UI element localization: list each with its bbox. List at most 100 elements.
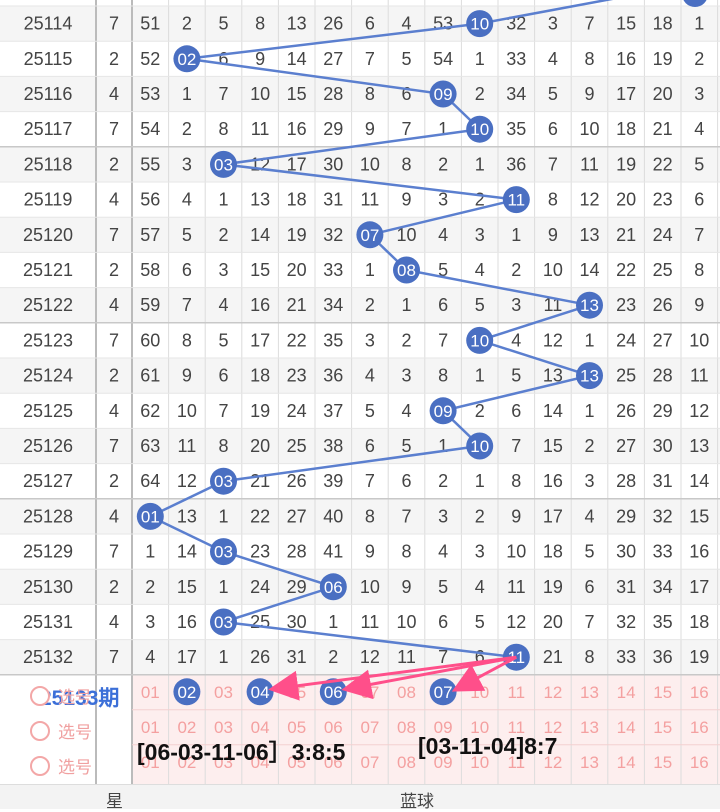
pick-number[interactable]: 04 <box>251 718 270 737</box>
grid-cell: 18 <box>250 366 270 386</box>
pick-number[interactable]: 09 <box>434 753 453 772</box>
pick-number[interactable]: 10 <box>470 753 489 772</box>
grid-cell: 7 <box>584 612 594 632</box>
pick-number[interactable]: 13 <box>580 753 599 772</box>
prediction-ball-label: 04 <box>251 683 270 702</box>
grid-cell: 4 <box>218 295 228 315</box>
grid-cell: 2 <box>145 577 155 597</box>
pick-number[interactable]: 11 <box>507 718 525 737</box>
star-value: 7 <box>109 647 119 667</box>
select-row-1[interactable]: 选号 <box>30 683 92 708</box>
grid-cell: 26 <box>653 295 673 315</box>
grid-cell: 5 <box>365 401 375 421</box>
grid-cell: 33 <box>506 49 526 69</box>
grid-cell: 4 <box>584 506 594 526</box>
grid-cell: 21 <box>543 647 563 667</box>
ball-label: 06 <box>324 578 343 597</box>
grid-cell: 3 <box>475 542 485 562</box>
pick-number[interactable]: 10 <box>470 683 489 702</box>
star-value: 7 <box>109 14 119 34</box>
grid-cell: 7 <box>401 119 411 139</box>
pick-number[interactable]: 15 <box>653 683 672 702</box>
prediction-arrow <box>268 655 517 701</box>
grid-cell: 24 <box>250 577 270 597</box>
grid-cell: 3 <box>475 225 485 245</box>
grid-cell: 8 <box>694 260 704 280</box>
pick-number[interactable]: 06 <box>324 753 343 772</box>
pick-number[interactable]: 03 <box>214 718 233 737</box>
grid-cell: 16 <box>689 542 709 562</box>
pick-number[interactable]: 08 <box>397 718 416 737</box>
grid-cell: 1 <box>401 295 411 315</box>
radio-button[interactable] <box>30 685 50 706</box>
prediction-ball[interactable] <box>173 678 201 706</box>
pick-number[interactable]: 12 <box>543 718 562 737</box>
grid-cell: 5 <box>584 542 594 562</box>
pick-number[interactable]: 13 <box>580 683 599 702</box>
row-background <box>0 428 720 464</box>
pick-number[interactable]: 07 <box>360 753 379 772</box>
radio-button[interactable] <box>30 755 50 776</box>
ball-label: 13 <box>580 296 599 315</box>
star-value: 2 <box>109 154 119 174</box>
grid-cell: 14 <box>250 225 270 245</box>
prediction-ball[interactable] <box>319 678 347 706</box>
pick-number[interactable]: 15 <box>653 753 672 772</box>
grid-cell: 7 <box>401 506 411 526</box>
select-row-2[interactable]: 选号 <box>30 718 92 743</box>
pick-number[interactable]: 13 <box>580 718 599 737</box>
pick-number[interactable]: 08 <box>397 753 416 772</box>
pick-number[interactable]: 03 <box>214 683 233 702</box>
pick-number[interactable]: 12 <box>543 683 562 702</box>
pick-number[interactable]: 03 <box>214 753 233 772</box>
number-ball <box>173 45 201 73</box>
pick-number[interactable]: 01 <box>141 718 160 737</box>
prediction-ball[interactable] <box>429 678 457 706</box>
pick-number[interactable]: 09 <box>434 718 453 737</box>
grid-cell: 6 <box>438 295 448 315</box>
grid-cell: 63 <box>140 436 160 456</box>
radio-button[interactable] <box>30 720 50 741</box>
grid-cell: 18 <box>616 119 636 139</box>
select-label: 选号 <box>58 723 92 742</box>
pick-number[interactable]: 11 <box>507 683 525 702</box>
pick-number[interactable]: 01 <box>141 683 160 702</box>
pick-number[interactable]: 04 <box>251 753 270 772</box>
pick-number[interactable]: 07 <box>360 718 379 737</box>
grid-cell: 3 <box>694 84 704 104</box>
grid-cell: 17 <box>543 506 563 526</box>
pick-number[interactable]: 14 <box>617 753 636 772</box>
pick-number[interactable]: 08 <box>397 683 416 702</box>
grid-cell: 14 <box>579 260 599 280</box>
pick-number[interactable]: 05 <box>287 718 306 737</box>
ball-label: 02 <box>177 50 196 69</box>
pick-number[interactable]: 15 <box>653 718 672 737</box>
pick-number[interactable]: 11 <box>507 753 525 772</box>
ball-label: 10 <box>470 120 489 139</box>
grid-cell: 7 <box>694 225 704 245</box>
grid-cell: 57 <box>140 225 160 245</box>
grid-cell: 2 <box>511 260 521 280</box>
row-background <box>0 639 720 675</box>
pick-number[interactable]: 06 <box>324 718 343 737</box>
select-row-3[interactable]: 选号 <box>30 753 92 778</box>
grid-cell: 16 <box>543 471 563 491</box>
pick-number[interactable]: 16 <box>690 683 709 702</box>
pick-number[interactable]: 10 <box>470 718 489 737</box>
grid-cell: 11 <box>251 119 270 139</box>
next-issue-label: 25133期 <box>40 687 120 710</box>
pick-number[interactable]: 05 <box>287 753 306 772</box>
grid-cell: 3 <box>548 14 558 34</box>
number-ball <box>210 467 237 495</box>
pick-number[interactable]: 14 <box>617 683 636 702</box>
pick-number[interactable]: 02 <box>177 718 196 737</box>
pick-number[interactable]: 14 <box>617 718 636 737</box>
grid-cell: 8 <box>438 366 448 386</box>
grid-cell: 8 <box>401 154 411 174</box>
pick-number[interactable]: 01 <box>141 753 160 772</box>
pick-number[interactable]: 12 <box>543 753 562 772</box>
prediction-ball[interactable] <box>246 678 274 706</box>
pick-number[interactable]: 16 <box>690 753 709 772</box>
pick-number[interactable]: 16 <box>690 718 709 737</box>
pick-number[interactable]: 02 <box>177 753 196 772</box>
